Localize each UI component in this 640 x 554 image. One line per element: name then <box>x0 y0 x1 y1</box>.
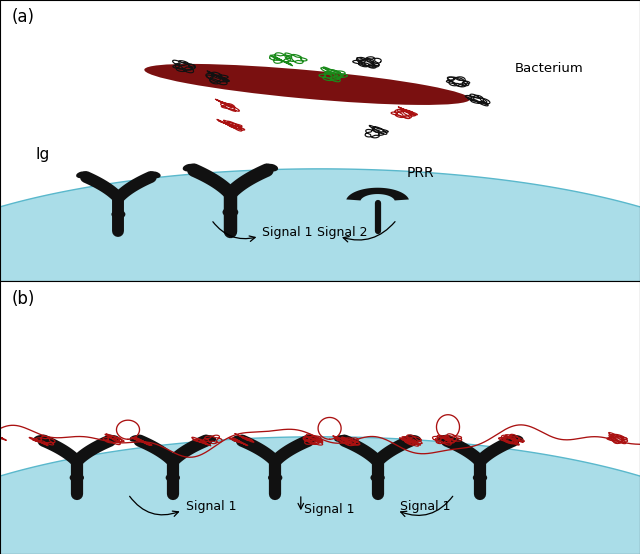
Ellipse shape <box>33 435 45 442</box>
Ellipse shape <box>182 164 196 171</box>
Text: Bacterium: Bacterium <box>515 63 584 75</box>
Text: Signal 1: Signal 1 <box>262 225 313 239</box>
Text: Signal 1: Signal 1 <box>400 500 451 513</box>
Ellipse shape <box>265 164 278 171</box>
Ellipse shape <box>166 473 180 483</box>
Ellipse shape <box>144 64 470 105</box>
Text: Ig: Ig <box>35 147 49 162</box>
Text: Signal 1: Signal 1 <box>186 500 236 513</box>
Ellipse shape <box>334 435 346 442</box>
Text: (b): (b) <box>12 290 35 307</box>
Ellipse shape <box>473 473 487 483</box>
Ellipse shape <box>111 210 125 219</box>
Text: Signal 1: Signal 1 <box>304 502 355 516</box>
Text: PRR: PRR <box>406 166 434 180</box>
Ellipse shape <box>149 171 161 178</box>
Polygon shape <box>0 437 640 554</box>
Ellipse shape <box>76 171 88 178</box>
Ellipse shape <box>371 473 385 483</box>
Ellipse shape <box>70 473 84 483</box>
Ellipse shape <box>129 435 141 442</box>
Ellipse shape <box>511 435 524 442</box>
Ellipse shape <box>223 207 238 217</box>
Ellipse shape <box>409 435 421 442</box>
Polygon shape <box>0 169 640 310</box>
Ellipse shape <box>268 473 282 483</box>
Ellipse shape <box>307 435 319 442</box>
Text: (a): (a) <box>12 8 35 27</box>
Polygon shape <box>346 188 409 201</box>
Ellipse shape <box>108 435 120 442</box>
Ellipse shape <box>436 435 449 442</box>
Ellipse shape <box>232 435 244 442</box>
Ellipse shape <box>204 435 216 442</box>
Text: Signal 2: Signal 2 <box>317 225 367 239</box>
